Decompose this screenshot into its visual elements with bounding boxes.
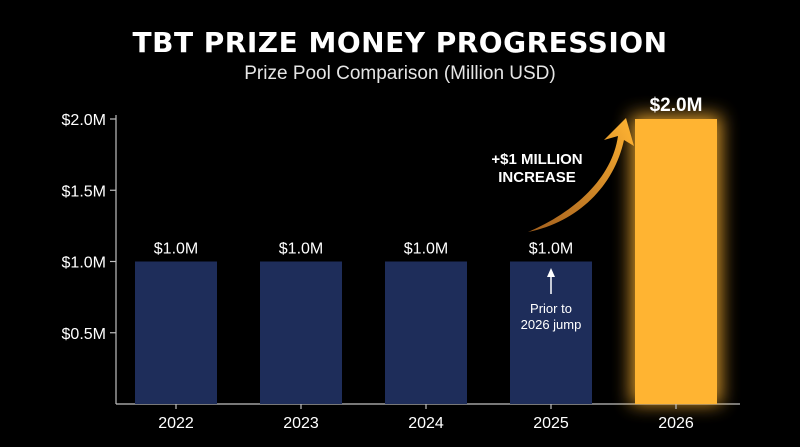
y-tick-label: $1.0M: [62, 255, 106, 272]
bar-data-label: $1.0M: [279, 241, 323, 258]
y-tick-label: $1.5M: [62, 183, 106, 200]
bar: [635, 119, 717, 404]
bar: [385, 261, 467, 404]
bar-data-label: $1.0M: [154, 241, 198, 258]
prior-annotation-text: 2026 jump: [521, 317, 582, 332]
x-tick-label: 2024: [408, 415, 444, 432]
x-tick-label: 2026: [658, 415, 694, 432]
y-tick-label: $0.5M: [62, 326, 106, 343]
increase-arrow: [528, 118, 634, 232]
increase-annotation-text: INCREASE: [498, 169, 576, 186]
chart-title: TBT PRIZE MONEY PROGRESSION: [132, 26, 668, 59]
bar: [135, 261, 217, 404]
bar-data-label: $2.0M: [650, 95, 703, 116]
x-tick-label: 2022: [158, 415, 194, 432]
x-tick-label: 2025: [533, 415, 569, 432]
x-tick-label: 2023: [283, 415, 319, 432]
bar-data-label: $1.0M: [404, 241, 448, 258]
chart-subtitle: Prize Pool Comparison (Million USD): [244, 63, 556, 84]
prior-annotation-text: Prior to: [530, 301, 572, 316]
bar-data-label: $1.0M: [529, 241, 573, 258]
prior-arrow-head: [547, 268, 555, 277]
bar: [260, 261, 342, 404]
y-tick-label: $2.0M: [62, 112, 106, 129]
increase-annotation-text: +$1 MILLION: [491, 151, 582, 168]
